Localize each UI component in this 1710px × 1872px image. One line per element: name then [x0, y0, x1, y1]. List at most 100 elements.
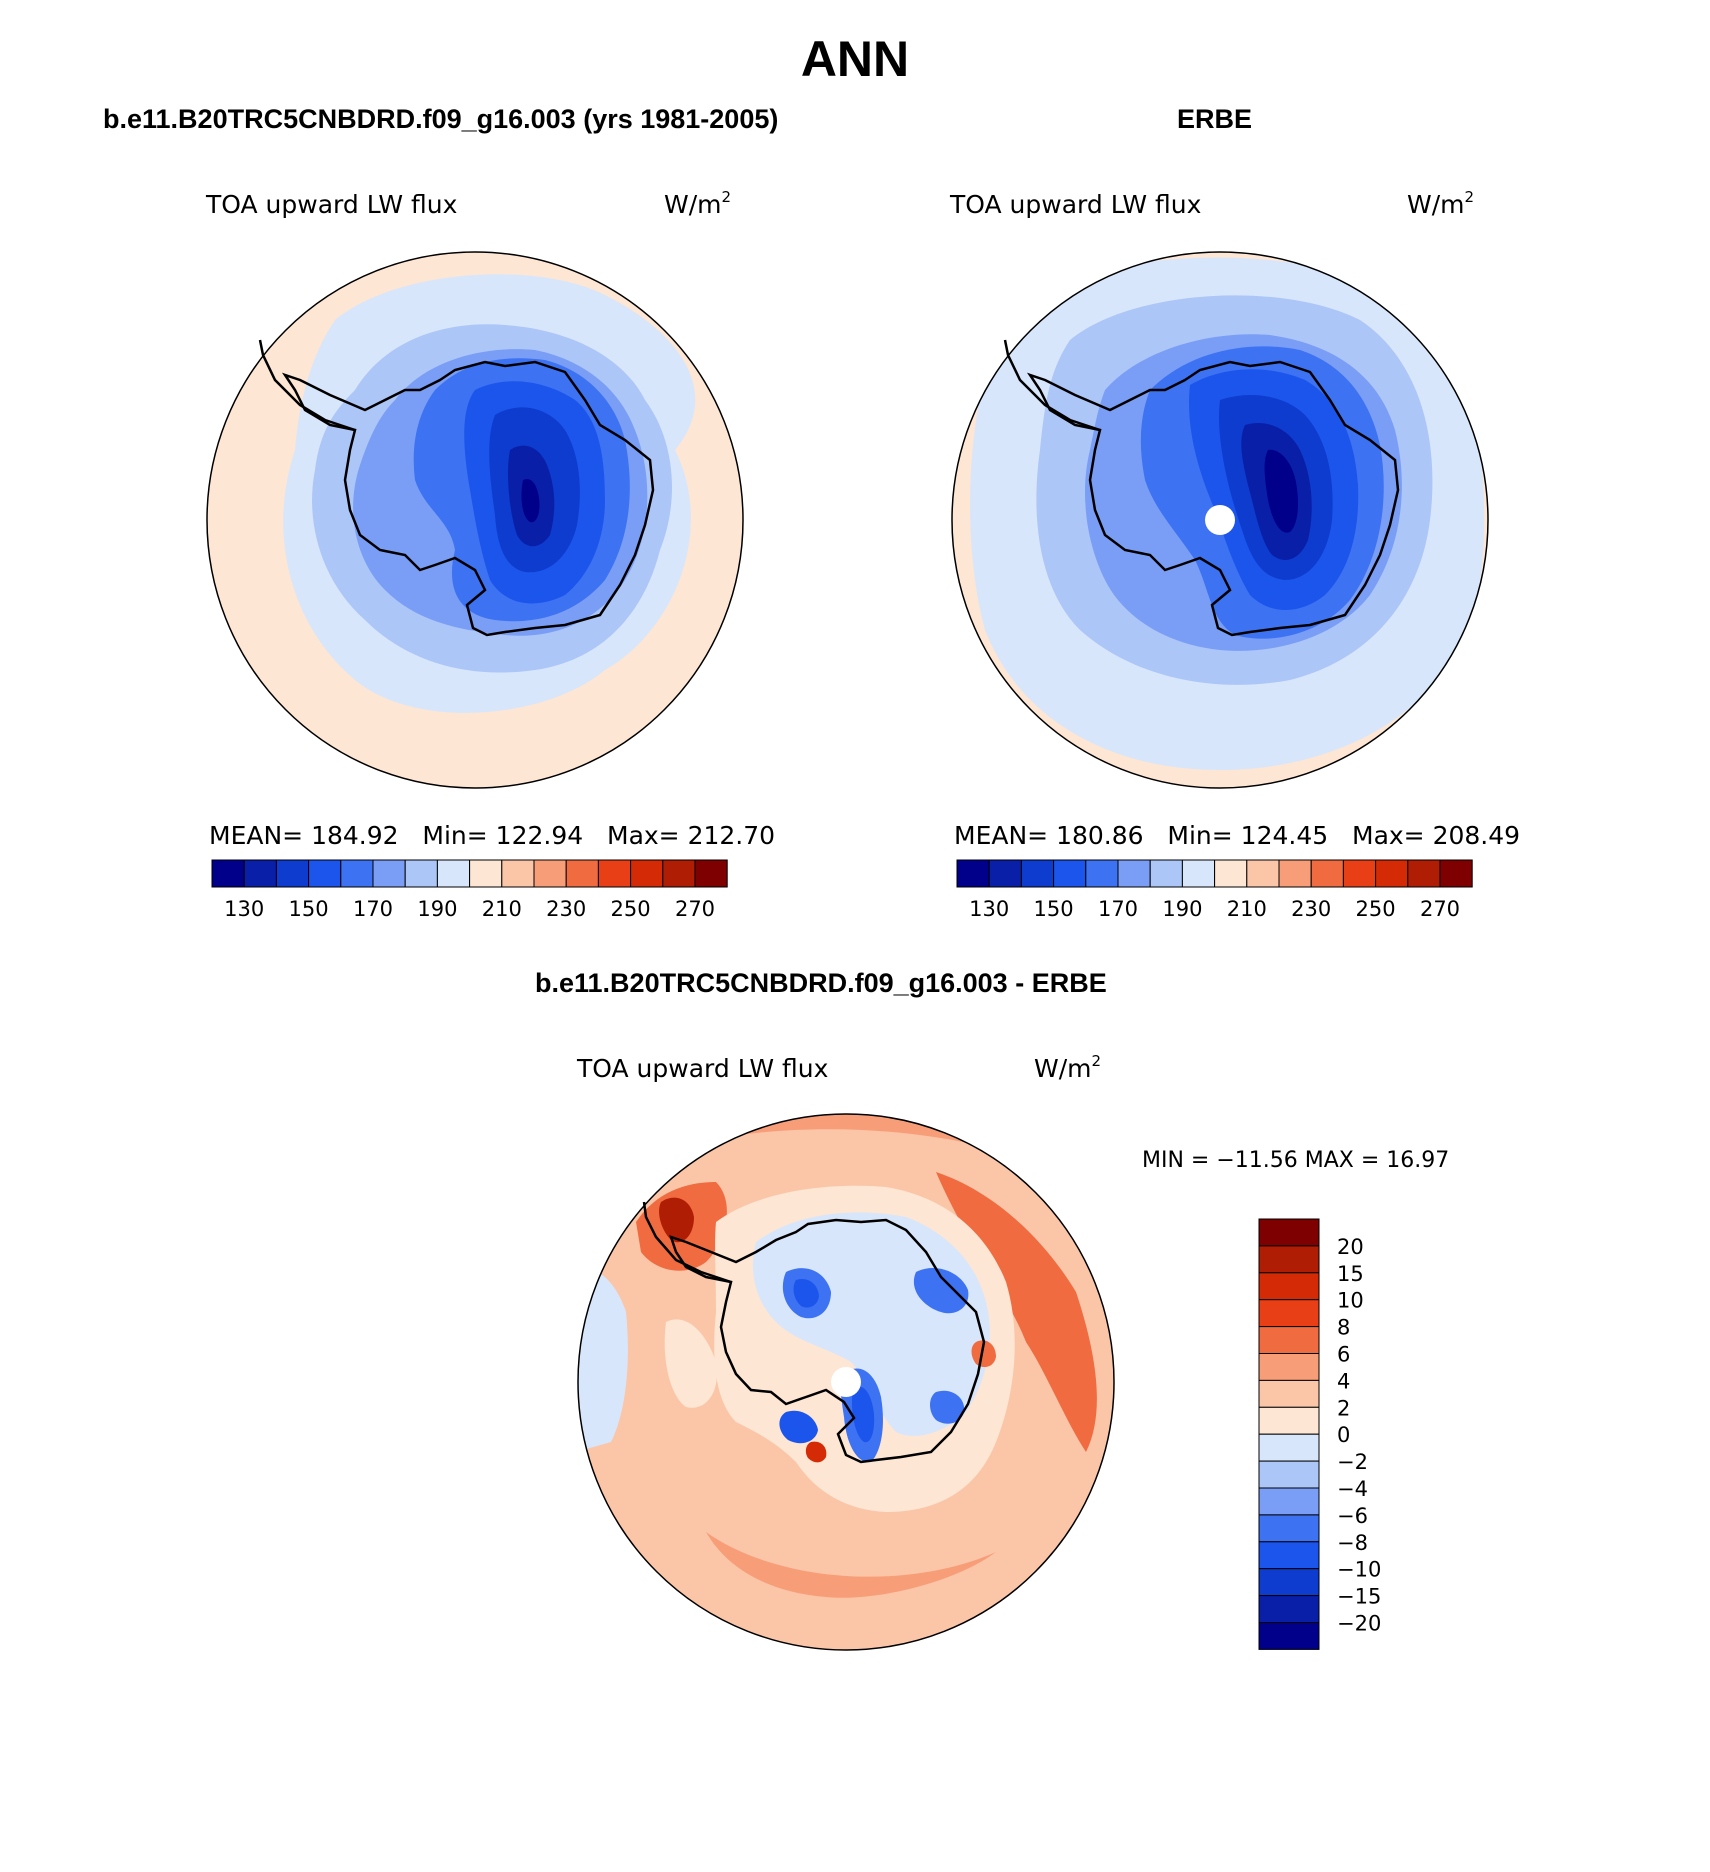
colorbar-swatch [1310, 859, 1344, 888]
colorbar-swatch [956, 859, 990, 888]
map-diff-blob-a-core [793, 1278, 819, 1308]
colorbar-tick-label: −10 [1337, 1558, 1381, 1582]
map-diff-blob-e [930, 1390, 965, 1424]
panel-model-stats: MEAN= 184.92 Min= 122.94 Max= 212.70 [209, 821, 775, 850]
map-obs-antarctica-coastline [1026, 360, 1400, 637]
diff-minmax-text: MIN = −11.56 MAX = 16.97 [1142, 1148, 1450, 1173]
colorbar-swatch [1342, 859, 1377, 888]
colorbar-swatch [1258, 1326, 1320, 1354]
map-diff-coast-red-b [805, 1441, 827, 1463]
colorbar-obs: 130 150 170 190 210 230 250 270 [956, 859, 1473, 921]
colorbar-swatch [372, 859, 406, 888]
colorbar-tick-label: 130 [224, 897, 264, 921]
colorbar-tick-label: −6 [1337, 1504, 1368, 1528]
colorbar-swatch [1258, 1514, 1320, 1543]
colorbar-swatch [1258, 1568, 1320, 1597]
colorbar-tick-label: 20 [1337, 1235, 1364, 1259]
colorbar-tick-label: 190 [1162, 897, 1202, 921]
diff-units-exp: 2 [1091, 1052, 1102, 1070]
map-model-zone-120 [521, 478, 540, 523]
map-diff-polar [577, 1113, 1115, 1651]
colorbar-swatch [694, 859, 728, 888]
colorbar-swatch [1246, 859, 1280, 888]
colorbar-swatch [469, 859, 503, 888]
colorbar-swatch [1258, 1299, 1320, 1328]
colorbar-swatch [211, 859, 245, 888]
colorbar-tick-label: 270 [675, 897, 715, 921]
stat-max-value: 208.49 [1432, 821, 1521, 850]
colorbar-swatch [1085, 859, 1119, 888]
map-diff-coast-red-a [971, 1340, 996, 1368]
stat-max-label: Max= [607, 821, 680, 850]
colorbar-swatch [1149, 859, 1183, 888]
colorbar-swatch [1181, 859, 1216, 888]
map-obs-antarctic-peninsula [1003, 339, 1101, 432]
colorbar-tick-label: 190 [417, 897, 457, 921]
stat-mean-value: 180.86 [1056, 821, 1144, 850]
map-model-fill [207, 252, 743, 788]
map-diff-coast-2 [664, 1319, 717, 1408]
colorbar-tick-label: 6 [1337, 1343, 1350, 1367]
colorbar-swatch [340, 859, 374, 888]
colorbar-swatch [1258, 1406, 1320, 1435]
stat-mean-label: MEAN= [209, 821, 304, 850]
map-model-polar [206, 251, 744, 789]
colorbar-swatch [501, 859, 535, 888]
map-diff-blob-b [913, 1268, 969, 1314]
diff-variable-label: TOA upward LW flux [577, 1054, 829, 1083]
panel-model-units-base: W/m [664, 190, 722, 219]
colorbar-tick-label: 150 [289, 897, 329, 921]
colorbar-swatch [662, 859, 696, 888]
map-model-antarctic-peninsula [258, 339, 356, 432]
colorbar-tick-label: 130 [969, 897, 1009, 921]
colorbar-tick-label: 270 [1420, 897, 1460, 921]
colorbar-swatch [308, 859, 342, 888]
colorbar-swatch [1020, 859, 1055, 888]
map-diff-blob-c-core [852, 1386, 875, 1443]
map-model-border [206, 251, 744, 789]
colorbar-model: 130 150 170 190 210 230 250 270 [211, 859, 728, 921]
colorbar-swatch [565, 859, 599, 888]
map-diff-antarctic-peninsula [642, 1201, 732, 1284]
colorbar-swatch [1258, 1622, 1320, 1650]
colorbar-tick-label: 210 [482, 897, 522, 921]
colorbar-swatch [1258, 1353, 1320, 1381]
map-diff-ocean-south-6 [706, 1532, 996, 1598]
colorbar-swatch [1258, 1460, 1320, 1489]
colorbar-swatch [1117, 859, 1151, 888]
colorbar-swatch [1258, 1218, 1320, 1247]
colorbar-swatch [1407, 859, 1441, 888]
panel-obs-case-title: ERBE [1177, 104, 1253, 134]
colorbar-swatch [1053, 859, 1087, 888]
colorbar-tick-label: 2 [1337, 1396, 1350, 1420]
colorbar-swatch [436, 859, 471, 888]
colorbar-swatch [1439, 859, 1473, 888]
map-obs-border [951, 251, 1489, 789]
stat-mean-value: 184.92 [311, 821, 399, 850]
colorbar-tick-label: −20 [1337, 1612, 1381, 1636]
colorbar-swatch [1214, 859, 1248, 888]
colorbar-tick-label: 250 [1356, 897, 1396, 921]
colorbar-tick-label: 230 [546, 897, 586, 921]
panel-obs-units-exp: 2 [1464, 188, 1475, 206]
panel-obs-units: W/m2 [1407, 188, 1474, 219]
diff-units: W/m2 [1034, 1052, 1101, 1083]
colorbar-tick-label: 150 [1034, 897, 1074, 921]
colorbar-tick-label: 170 [353, 897, 393, 921]
colorbar-swatch [533, 859, 567, 888]
map-diff-antarctica-coastline [669, 1218, 986, 1464]
colorbar-swatch [1258, 1245, 1320, 1274]
colorbar-tick-label: 8 [1337, 1316, 1350, 1340]
colorbar-tick-label: 230 [1291, 897, 1331, 921]
colorbar-tick-label: −4 [1337, 1477, 1368, 1501]
diff-case-title: b.e11.B20TRC5CNBDRD.f09_g16.003 - ERBE [535, 968, 1107, 998]
panel-obs-units-base: W/m [1407, 190, 1465, 219]
colorbar-swatch [1258, 1379, 1320, 1408]
stat-max-value: 212.70 [687, 821, 776, 850]
panel-obs-variable-label: TOA upward LW flux [950, 190, 1202, 219]
colorbar-tick-label: 170 [1098, 897, 1138, 921]
colorbar-swatch [1258, 1541, 1320, 1570]
panel-obs-stats: MEAN= 180.86 Min= 124.45 Max= 208.49 [954, 821, 1520, 850]
colorbar-tick-label: 250 [611, 897, 651, 921]
